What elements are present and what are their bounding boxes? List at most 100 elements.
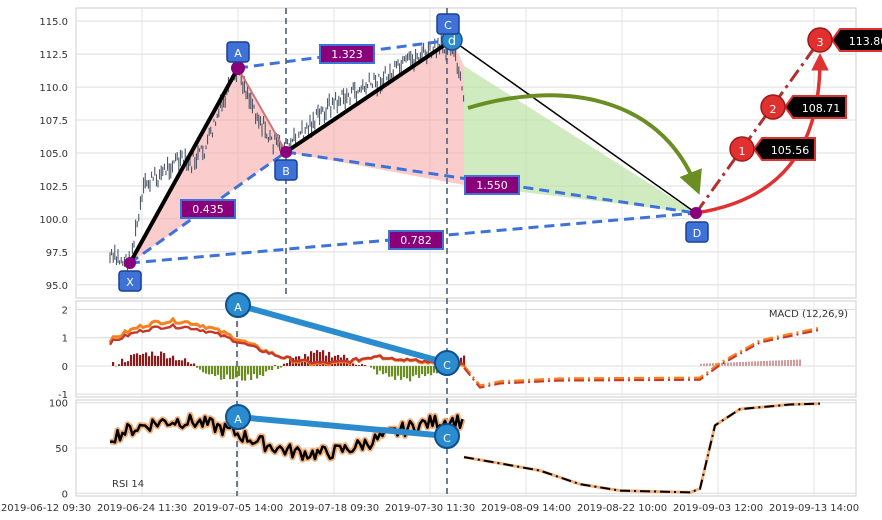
macd-hist-bar (328, 351, 331, 366)
target-curve (695, 53, 829, 215)
macd-hist-bar (316, 350, 319, 366)
macd-hist-bar (772, 360, 774, 366)
macd-hist-bar (250, 365, 253, 380)
target-price-label: 108.71 (802, 102, 841, 115)
macd-hist-bar (781, 360, 783, 366)
ratio-box (464, 175, 520, 195)
macd-hist-bar (223, 365, 226, 380)
pattern-points: d (124, 29, 702, 269)
rsi-label: RSI 14 (112, 479, 144, 490)
macd-hist-bar (160, 351, 163, 366)
macd-ytick: 2 (62, 305, 68, 316)
macd-hist-bar (778, 360, 780, 366)
macd-hist-bar (313, 352, 316, 366)
macd-hist-bar (154, 355, 157, 366)
divergence-circle (434, 350, 460, 376)
divergence-circle (434, 423, 460, 449)
projection-triangle-green (464, 66, 696, 213)
macd-hist-bar (124, 362, 127, 366)
macd-hist-bar (238, 365, 241, 376)
macd-hist-bar (376, 365, 379, 375)
macd-hist-bar (280, 365, 283, 368)
macd-hist-bar (748, 361, 750, 366)
x-tick-label: 2019-08-09 14:00 (481, 503, 571, 514)
macd-hist-bar (739, 362, 741, 366)
macd-hist-bar (208, 365, 211, 375)
macd-hist-bar (760, 361, 762, 366)
macd-hist-bar (118, 364, 121, 366)
macd-hist-bar (172, 355, 175, 366)
cd-leg (451, 39, 697, 214)
price-ytick: 112.5 (39, 50, 68, 61)
target-lines (694, 39, 829, 215)
macd-hist-bar (214, 365, 217, 377)
macd-divergence-line (237, 302, 448, 366)
price-ytick: 95.0 (46, 281, 68, 292)
macd-hist-bar (274, 365, 277, 366)
x-tick-label: 2019-09-13 14:00 (769, 503, 859, 514)
macd-hist-bar (379, 365, 382, 371)
macd-hist-bar (289, 358, 292, 366)
divergence-label: C (443, 359, 451, 372)
ratio-labels: 0.435 1.323 1.550 0.782 (180, 44, 520, 250)
macd-hist-bar (373, 365, 376, 370)
point-d-dot (690, 207, 702, 219)
rsi-divergence-labels: AC (225, 404, 460, 449)
ratio-label: 0.435 (192, 203, 224, 216)
divergence-circle (225, 404, 251, 430)
macd-hist-bar (775, 360, 777, 366)
macd-hist-bar (793, 359, 795, 366)
macd-label: MACD (12,26,9) (769, 309, 848, 320)
divergence-circle (225, 292, 251, 318)
macd-hist-bar (388, 365, 391, 377)
macd-ytick: 1 (62, 334, 68, 345)
macd-hist-bar (139, 354, 142, 366)
macd-hist-bar (412, 365, 415, 377)
pattern-dashed-lines (129, 38, 697, 265)
divergence-label: A (234, 301, 242, 314)
macd-hist-bar (220, 365, 223, 380)
macd-hist-bar (394, 365, 397, 380)
x-tick-labels: 2019-06-12 09:30 2019-06-24 11:30 2019-07-… (1, 503, 859, 514)
macd-divergence-labels: AC (225, 292, 460, 376)
macd-hist-bar (178, 360, 181, 366)
price-ytick: 97.5 (46, 248, 68, 259)
macd-hist-bar (769, 360, 771, 366)
macd-hist-bar (157, 356, 160, 366)
macd-hist-bar (361, 364, 364, 366)
macd-hist-bar (721, 362, 723, 366)
target-markers: 105.56 1 108.71 2 113.80 3 (729, 27, 882, 162)
macd-hist-bar (184, 358, 187, 366)
macd-hist-bar (400, 365, 403, 380)
macd-hist-bar (787, 359, 789, 366)
ab-leg (237, 67, 287, 153)
macd-hist-bar (268, 365, 271, 370)
macd-hist-bar (427, 365, 430, 374)
macd-hist-bar (790, 359, 792, 366)
macd-hist-bar (763, 361, 765, 366)
target-number: 2 (770, 103, 777, 116)
macd-hist-bar (211, 365, 214, 375)
macd-hist-bar (253, 365, 256, 374)
macd-hist-bar (226, 365, 229, 375)
target-circle (729, 136, 755, 162)
point-labels: X A B C D (118, 13, 709, 292)
ac-dash (237, 38, 453, 70)
macd-hist-bar (391, 365, 394, 377)
macd-hist-bar (742, 361, 744, 366)
macd-hist-bar (232, 365, 235, 380)
macd-hist-bar (265, 365, 268, 372)
macd-hist-bar (202, 365, 205, 373)
ratio-label: 0.782 (400, 234, 432, 247)
macd-hist-bar (190, 363, 193, 366)
macd-hist-bar (430, 365, 433, 376)
divergence-label: C (443, 432, 451, 445)
price-ytick: 100.0 (39, 215, 68, 226)
macd-hist-bar (133, 354, 136, 366)
macd-hist-bar (433, 365, 436, 373)
macd-panel: 2 1 0 -1 (58, 300, 857, 401)
ratio-label: 1.550 (476, 179, 508, 192)
macd-hist-bar (724, 362, 726, 366)
macd-hist-bar (112, 362, 115, 366)
